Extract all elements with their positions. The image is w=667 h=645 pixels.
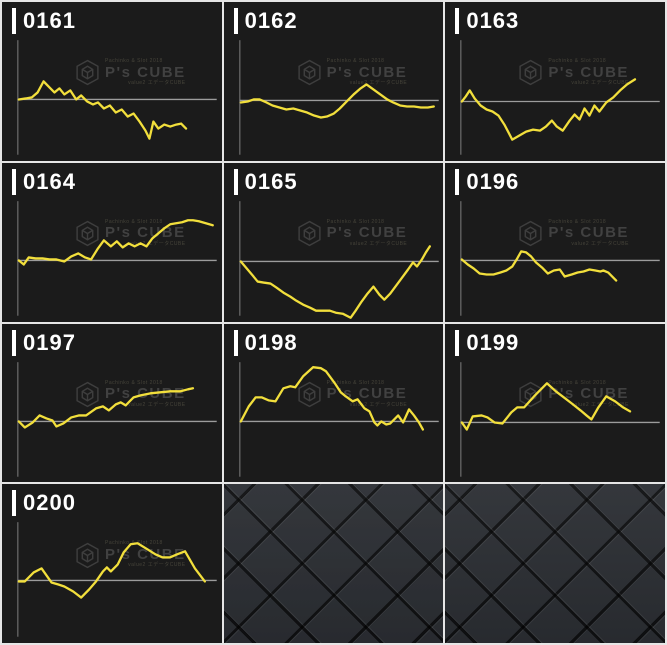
machine-number-label: 0165 bbox=[233, 168, 298, 195]
machine-number: 0197 bbox=[23, 329, 76, 355]
machine-number-label: 0163 bbox=[455, 8, 519, 34]
machine-number: 0163 bbox=[466, 8, 520, 33]
slump-graph bbox=[17, 40, 217, 155]
machine-panel-0197[interactable]: 0197 Pachinko & Slot 2018 P's CUBE value… bbox=[2, 323, 222, 483]
quilt-pattern-cell bbox=[223, 484, 444, 643]
slump-graph bbox=[17, 522, 217, 637]
machine-panel-0200[interactable]: 0200 Pachinko & Slot 2018 P's CUBE value… bbox=[2, 484, 222, 643]
machine-number-label: 0162 bbox=[233, 8, 298, 34]
machine-panel-0199[interactable]: 0199 Pachinko & Slot 2018 P's CUBE value… bbox=[445, 323, 665, 483]
slump-graph bbox=[460, 200, 661, 316]
machine-number-label: 0164 bbox=[12, 168, 76, 195]
machine-panel-0196[interactable]: 0196 Pachinko & Slot 2018 P's CUBE value… bbox=[445, 162, 665, 322]
machine-panel-0198[interactable]: 0198 Pachinko & Slot 2018 P's CUBE value… bbox=[223, 323, 444, 483]
machine-panel-0165[interactable]: 0165 Pachinko & Slot 2018 P's CUBE value… bbox=[223, 162, 444, 322]
machine-panel-0164[interactable]: 0164 Pachinko & Slot 2018 P's CUBE value… bbox=[2, 162, 222, 322]
label-accent-bar bbox=[455, 168, 460, 195]
machine-number-label: 0161 bbox=[12, 8, 76, 34]
machine-number: 0200 bbox=[23, 490, 76, 516]
slump-graph bbox=[238, 40, 439, 155]
machine-number: 0164 bbox=[23, 168, 76, 194]
machine-number: 0199 bbox=[466, 329, 520, 355]
machine-panel-0161[interactable]: 0161 Pachinko & Slot 2018 P's CUBE value… bbox=[2, 2, 222, 161]
label-accent-bar bbox=[233, 329, 238, 356]
machine-number: 0162 bbox=[244, 8, 298, 33]
slump-graph bbox=[460, 361, 661, 477]
machine-panel-0162[interactable]: 0162 Pachinko & Slot 2018 P's CUBE value… bbox=[223, 2, 444, 161]
label-accent-bar bbox=[12, 490, 16, 517]
machine-number: 0196 bbox=[466, 168, 520, 194]
machine-number-label: 0198 bbox=[233, 329, 298, 356]
slump-graph bbox=[238, 361, 439, 477]
machine-number-label: 0197 bbox=[12, 329, 76, 356]
label-accent-bar bbox=[233, 168, 238, 195]
machine-panel-0163[interactable]: 0163 Pachinko & Slot 2018 P's CUBE value… bbox=[445, 2, 665, 161]
slump-graph bbox=[238, 200, 439, 319]
machine-number: 0161 bbox=[23, 8, 76, 33]
machine-number-label: 0199 bbox=[455, 329, 520, 356]
slump-graph bbox=[17, 361, 217, 477]
label-accent-bar bbox=[455, 8, 460, 34]
machine-number: 0198 bbox=[244, 329, 298, 355]
slump-graph bbox=[17, 200, 217, 316]
label-accent-bar bbox=[12, 8, 16, 34]
label-accent-bar bbox=[12, 329, 16, 356]
quilt-pattern-cell bbox=[445, 484, 665, 643]
label-accent-bar bbox=[233, 8, 238, 34]
label-accent-bar bbox=[455, 329, 460, 356]
machine-number-label: 0196 bbox=[455, 168, 520, 195]
machine-number: 0165 bbox=[244, 168, 298, 194]
machine-number-label: 0200 bbox=[12, 490, 76, 517]
slump-graph bbox=[460, 40, 661, 155]
label-accent-bar bbox=[12, 168, 16, 195]
